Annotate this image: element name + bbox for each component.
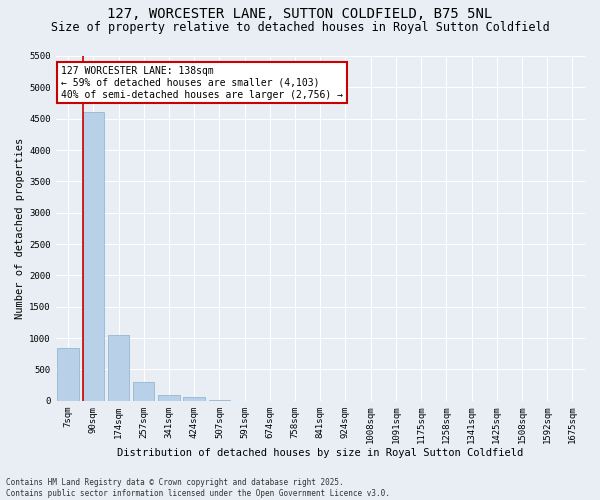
- Text: Contains HM Land Registry data © Crown copyright and database right 2025.
Contai: Contains HM Land Registry data © Crown c…: [6, 478, 390, 498]
- Bar: [184, 397, 205, 401]
- X-axis label: Distribution of detached houses by size in Royal Sutton Coldfield: Distribution of detached houses by size …: [117, 448, 523, 458]
- Bar: [83, 112, 104, 401]
- Bar: [108, 335, 129, 401]
- Bar: [58, 348, 79, 401]
- Text: Size of property relative to detached houses in Royal Sutton Coldfield: Size of property relative to detached ho…: [50, 21, 550, 34]
- Bar: [158, 394, 180, 401]
- Bar: [133, 382, 154, 401]
- Bar: [209, 400, 230, 401]
- Text: 127, WORCESTER LANE, SUTTON COLDFIELD, B75 5NL: 127, WORCESTER LANE, SUTTON COLDFIELD, B…: [107, 8, 493, 22]
- Text: 127 WORCESTER LANE: 138sqm
← 59% of detached houses are smaller (4,103)
40% of s: 127 WORCESTER LANE: 138sqm ← 59% of deta…: [61, 66, 343, 100]
- Y-axis label: Number of detached properties: Number of detached properties: [15, 138, 25, 319]
